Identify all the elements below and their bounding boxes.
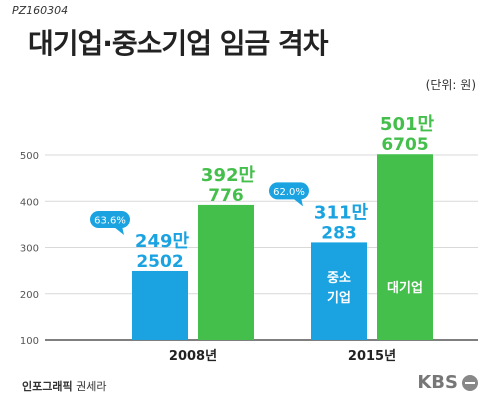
ratio-bubble [269, 182, 309, 200]
brand-text: KBS [417, 372, 458, 393]
data-label-top: 311만 [314, 202, 369, 223]
data-label-bottom: 6705 [381, 135, 428, 155]
data-label-bottom: 2502 [136, 252, 183, 272]
bar-inner-label: 중소 [327, 271, 351, 286]
y-tick-label: 300 [20, 244, 39, 255]
x-tick-label: 2008년 [169, 349, 217, 364]
data-label-top: 501만 [380, 114, 435, 135]
bar-small-business [132, 270, 188, 340]
chart-title: 대기업·중소기업 임금 격차 [28, 27, 328, 60]
bar-small-business [311, 242, 367, 340]
brand-logo: KBS [417, 372, 478, 393]
y-tick-label: 200 [20, 290, 39, 301]
ratio-label: 62.0% [273, 187, 305, 198]
data-label-top: 249만 [135, 231, 190, 252]
ratio-bubble-tail [293, 197, 303, 207]
credit: 인포그래픽 권세라 [22, 378, 106, 394]
ratio-bubble [90, 210, 130, 228]
unit-label: (단위: 원) [425, 78, 476, 92]
bar-inner-label: 대기업 [387, 281, 423, 296]
data-label-bottom: 283 [321, 223, 357, 243]
data-label-top: 392만 [201, 165, 256, 186]
bar-inner-label: 기업 [327, 291, 351, 306]
brand-mark-icon [462, 374, 478, 391]
y-tick-label: 400 [20, 197, 39, 208]
ratio-bubble-tail [114, 225, 124, 235]
graphic-code: PZ160304 [12, 4, 69, 17]
data-label-bottom: 776 [208, 186, 244, 206]
x-tick-label: 2015년 [348, 349, 396, 364]
bar-large-business [198, 204, 254, 340]
y-tick-label: 100 [20, 336, 39, 347]
y-tick-label: 500 [20, 151, 39, 162]
credit-name: 권세라 [76, 380, 107, 393]
ratio-label: 63.6% [94, 215, 126, 226]
credit-label: 인포그래픽 [22, 380, 73, 393]
bar-large-business [377, 154, 433, 340]
